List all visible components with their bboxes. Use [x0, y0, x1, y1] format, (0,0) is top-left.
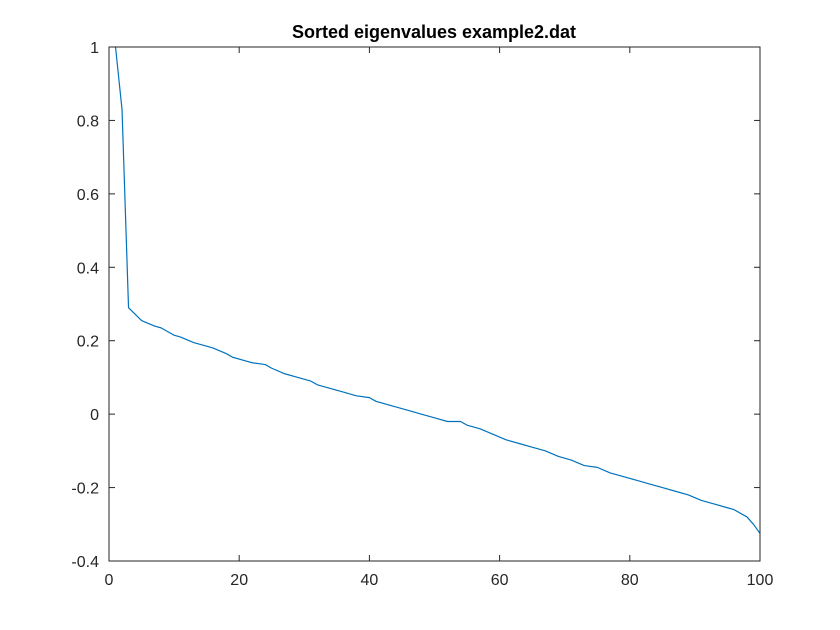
x-tick-label: 20 — [230, 572, 248, 589]
y-tick-label: -0.2 — [71, 481, 99, 498]
x-tick-label: 0 — [105, 572, 114, 589]
chart-title: Sorted eigenvalues example2.dat — [292, 22, 576, 42]
y-tick-label: 0 — [90, 407, 99, 424]
y-tick-label: 1 — [90, 40, 99, 57]
plot-area — [109, 47, 760, 561]
series-layer — [114, 46, 761, 535]
x-tick-label: 60 — [491, 572, 509, 589]
x-tick-label: 40 — [361, 572, 379, 589]
x-tick-label: 80 — [621, 572, 639, 589]
y-tick-label: 0.6 — [77, 187, 99, 204]
axes-box — [108, 46, 761, 562]
x-tick-label: 100 — [747, 572, 774, 589]
y-tick-label: 0.8 — [77, 113, 99, 130]
axes-layer: 0 20 40 60 80 100 -0.4 -0.2 0 0.2 0.4 0.6 0.8 1 — [71, 40, 773, 589]
y-tick-label: 0.2 — [77, 334, 99, 351]
series-line-0 — [114, 46, 761, 535]
y-tick-label: -0.4 — [71, 554, 99, 571]
y-tick-label: 0.4 — [77, 260, 99, 277]
